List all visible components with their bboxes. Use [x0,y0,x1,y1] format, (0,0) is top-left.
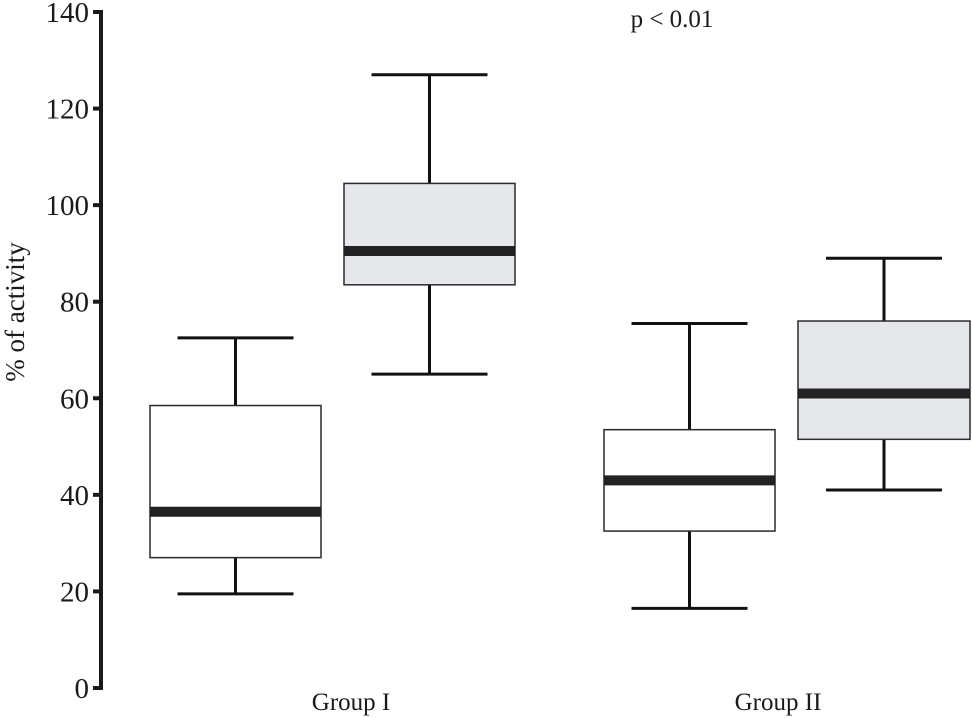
box-2 [343,73,516,376]
y-tick-label: 140 [46,0,90,29]
labels: % of activity p < 0.01 Group I Group II [0,6,821,716]
y-axis-label: % of activity [0,242,30,382]
iqr-box [343,182,516,286]
iqr-box [797,320,971,441]
iqr-box [149,404,322,559]
category-label-group-1: Group I [312,689,390,716]
box-3 [603,321,776,610]
y-tick-label: 0 [75,673,90,705]
y-tick-label: 60 [60,383,89,415]
plot-area [149,73,971,610]
box-4 [797,256,971,492]
y-tick-label: 80 [60,287,89,319]
y-tick-label: 120 [46,94,90,126]
box-1 [149,336,322,596]
y-tick-label: 20 [60,576,89,608]
category-label-group-2: Group II [735,689,822,716]
y-tick-label: 40 [60,480,89,512]
y-axis: 0 20 40 60 80 100 120 140 [46,0,103,705]
y-tick-label: 100 [46,190,90,222]
p-value-annotation: p < 0.01 [631,6,714,33]
